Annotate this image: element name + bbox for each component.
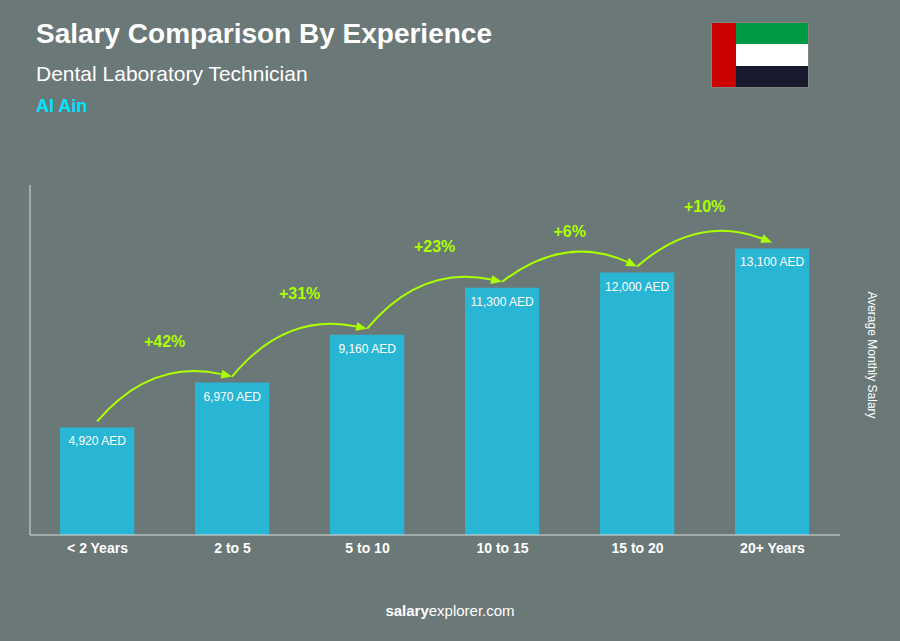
svg-text:2 to 5: 2 to 5 [214,540,251,556]
html-text:Dental Laboratory Technician: Dental Laboratory Technician [36,62,308,85]
svg-text:+10%: +10% [684,198,725,215]
svg-text:+42%: +42% [144,333,185,350]
svg-text:+31%: +31% [279,285,320,302]
svg-text:15 to 20: 15 to 20 [611,540,663,556]
html-text:Salary Comparison By Experienc: Salary Comparison By Experience [36,18,492,49]
svg-text:+6%: +6% [553,223,585,240]
svg-text:5 to 10: 5 to 10 [345,540,390,556]
svg-text:4,920 AED: 4,920 AED [68,434,126,448]
svg-text:11,300 AED: 11,300 AED [471,295,534,309]
html-text:Average Monthly Salary: Average Monthly Salary [865,291,879,419]
html-text:Al Ain: Al Ain [36,96,88,116]
svg-text:9,160 AED: 9,160 AED [338,342,396,356]
svg-text:+23%: +23% [414,238,455,255]
svg-text:12,000 AED: 12,000 AED [605,280,669,294]
svg-text:6,970 AED: 6,970 AED [203,390,261,404]
svg-text:20+ Years: 20+ Years [740,540,805,556]
svg-text:10 to 15: 10 to 15 [476,540,528,556]
html-text:salary explorer.com: salary explorer.com [385,602,515,619]
svg-text:13,100 AED: 13,100 AED [740,255,804,269]
svg-text:< 2 Years: < 2 Years [67,540,128,556]
